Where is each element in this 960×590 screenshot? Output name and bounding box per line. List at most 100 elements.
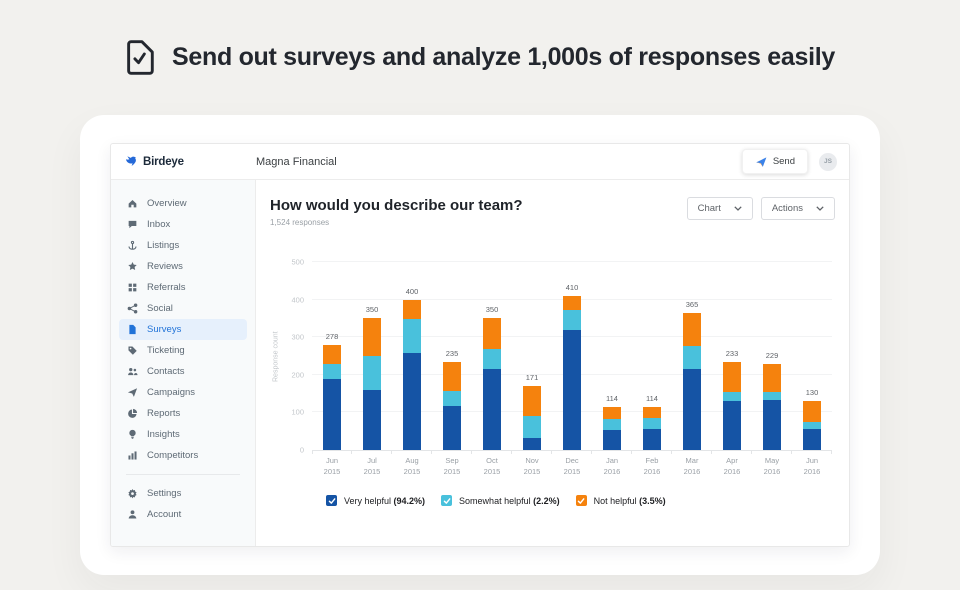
x-axis-tick bbox=[471, 450, 472, 454]
legend-checkbox-somewhat-helpful[interactable] bbox=[441, 495, 453, 506]
bar-segment-not-helpful bbox=[603, 407, 621, 419]
paper-plane-icon bbox=[755, 156, 767, 168]
sidebar-item-label: Social bbox=[147, 303, 173, 314]
x-axis-tick bbox=[631, 450, 632, 454]
x-axis-tick bbox=[711, 450, 712, 454]
birdeye-logo: Birdeye bbox=[111, 155, 256, 168]
tag-icon bbox=[126, 345, 138, 357]
sidebar-item-referrals[interactable]: Referrals bbox=[119, 277, 247, 298]
bar-value-label: 410 bbox=[565, 282, 579, 292]
send-button[interactable]: Send bbox=[741, 149, 808, 174]
bar-group-apr-2016: 233 Apr 2016 bbox=[712, 263, 752, 476]
topbar: Birdeye Magna Financial Send JS bbox=[111, 144, 849, 180]
sidebar-item-ticketing[interactable]: Ticketing bbox=[119, 340, 247, 361]
screenshot-card: Birdeye Magna Financial Send JS bbox=[80, 115, 880, 575]
bar-group-dec-2015: 410 Dec 2015 bbox=[552, 263, 592, 476]
bar-group-jun-2015: 278 Jun 2015 bbox=[312, 263, 352, 476]
x-axis-label: Feb 2016 bbox=[643, 456, 661, 477]
bar-segment-not-helpful bbox=[763, 363, 781, 392]
actions-dropdown[interactable]: Actions bbox=[760, 197, 835, 220]
chart-area: Response count 0 100 200 300 400 500 278 Jun 201… bbox=[270, 258, 835, 476]
bar-segment-somewhat-helpful bbox=[483, 348, 501, 369]
sidebar-item-account[interactable]: Account bbox=[119, 504, 247, 525]
bar-stack bbox=[403, 299, 421, 450]
bar-value-label: 400 bbox=[405, 286, 419, 296]
y-tick-label: 400 bbox=[291, 295, 304, 305]
bar-value-label: 233 bbox=[725, 349, 739, 359]
bar-chart-icon bbox=[126, 450, 138, 462]
sidebar-item-inbox[interactable]: Inbox bbox=[119, 214, 247, 235]
sidebar-item-label: Reports bbox=[147, 408, 181, 419]
sidebar-item-competitors[interactable]: Competitors bbox=[119, 445, 247, 466]
bar-segment-very-helpful bbox=[683, 369, 701, 450]
sidebar-item-label: Overview bbox=[147, 198, 187, 209]
bar-segment-very-helpful bbox=[323, 378, 341, 450]
x-axis-tick bbox=[591, 450, 592, 454]
legend-item-very-helpful: Very helpful (94.2%) bbox=[326, 495, 425, 506]
x-axis-label: Oct 2015 bbox=[483, 456, 501, 477]
x-axis-label: Jun 2015 bbox=[323, 456, 341, 477]
chevron-down-icon bbox=[816, 206, 824, 211]
chart-dropdown[interactable]: Chart bbox=[686, 197, 753, 220]
bar-stack bbox=[523, 385, 541, 450]
bar-stack bbox=[643, 407, 661, 450]
actions-dropdown-label: Actions bbox=[771, 203, 803, 214]
legend-checkbox-very-helpful[interactable] bbox=[326, 495, 337, 506]
sidebar-item-contacts[interactable]: Contacts bbox=[119, 361, 247, 382]
sidebar-item-label: Surveys bbox=[147, 324, 182, 335]
bar-group-nov-2015: 171 Nov 2015 bbox=[512, 263, 552, 476]
sidebar-item-social[interactable]: Social bbox=[119, 298, 247, 319]
sidebar-item-insights[interactable]: Insights bbox=[119, 424, 247, 445]
sidebar-footer-nav: Settings Account bbox=[119, 483, 247, 525]
bar-group-jun-2016: 130 Jun 2016 bbox=[792, 263, 832, 476]
send-button-label: Send bbox=[772, 156, 795, 167]
sidebar-item-listings[interactable]: Listings bbox=[119, 235, 247, 256]
legend-checkbox-not-helpful[interactable] bbox=[575, 495, 587, 506]
bar-segment-not-helpful bbox=[683, 312, 701, 346]
avatar[interactable]: JS bbox=[819, 152, 837, 171]
sidebar-item-settings[interactable]: Settings bbox=[119, 483, 247, 504]
bar-stack bbox=[803, 401, 821, 450]
bar-value-label: 130 bbox=[805, 388, 819, 398]
sidebar-item-reports[interactable]: Reports bbox=[119, 403, 247, 424]
sidebar-item-overview[interactable]: Overview bbox=[119, 193, 247, 214]
bar-value-label: 350 bbox=[485, 305, 499, 315]
bar-segment-not-helpful bbox=[723, 362, 741, 392]
sidebar-item-label: Listings bbox=[147, 240, 180, 251]
sidebar-item-label: Inbox bbox=[147, 219, 171, 230]
star-icon bbox=[126, 261, 138, 273]
main-content: How would you describe our team? 1,524 r… bbox=[256, 180, 849, 546]
bar-stack bbox=[683, 312, 701, 450]
chevron-down-icon bbox=[734, 206, 742, 211]
x-axis-tick bbox=[431, 450, 432, 454]
sidebar-item-label: Account bbox=[147, 509, 182, 520]
y-tick-label: 200 bbox=[291, 370, 304, 380]
sidebar-item-label: Reviews bbox=[147, 261, 183, 272]
x-axis-label: Apr 2016 bbox=[723, 456, 741, 477]
bar-segment-somewhat-helpful bbox=[603, 418, 621, 431]
bar-segment-somewhat-helpful bbox=[363, 356, 381, 390]
bar-value-label: 171 bbox=[525, 372, 539, 382]
bar-segment-not-helpful bbox=[443, 361, 461, 391]
sidebar-item-reviews[interactable]: Reviews bbox=[119, 256, 247, 277]
bar-segment-somewhat-helpful bbox=[323, 363, 341, 379]
bar-group-mar-2016: 365 Mar 2016 bbox=[672, 263, 712, 476]
x-axis-label: Jun 2016 bbox=[803, 456, 821, 477]
bar-segment-not-helpful bbox=[563, 295, 581, 310]
x-axis-tick bbox=[511, 450, 512, 454]
legend-label: Somewhat helpful (2.2%) bbox=[459, 495, 560, 506]
y-tick-label: 0 bbox=[299, 445, 304, 455]
plot-bars: 278 Jun 2015 350 Jul 2015 400 Aug 2015 235 Sep 2015… bbox=[312, 263, 832, 476]
legend-item-somewhat-helpful: Somewhat helpful (2.2%) bbox=[441, 495, 560, 506]
hero-title: Send out surveys and analyze 1,000s of r… bbox=[172, 43, 835, 71]
sidebar-item-campaigns[interactable]: Campaigns bbox=[119, 382, 247, 403]
responses-count: 1,524 responses bbox=[270, 218, 330, 227]
bar-stack bbox=[603, 407, 621, 450]
x-axis-label: Sep 2015 bbox=[443, 456, 461, 477]
bar-segment-very-helpful bbox=[443, 405, 461, 450]
sidebar-item-surveys[interactable]: Surveys bbox=[119, 319, 247, 340]
legend-label: Very helpful (94.2%) bbox=[344, 495, 426, 506]
sidebar-divider bbox=[126, 474, 240, 475]
chart-plot: 0 100 200 300 400 500 278 Jun 2015 350 Jul 2015 400 A… bbox=[291, 258, 832, 476]
